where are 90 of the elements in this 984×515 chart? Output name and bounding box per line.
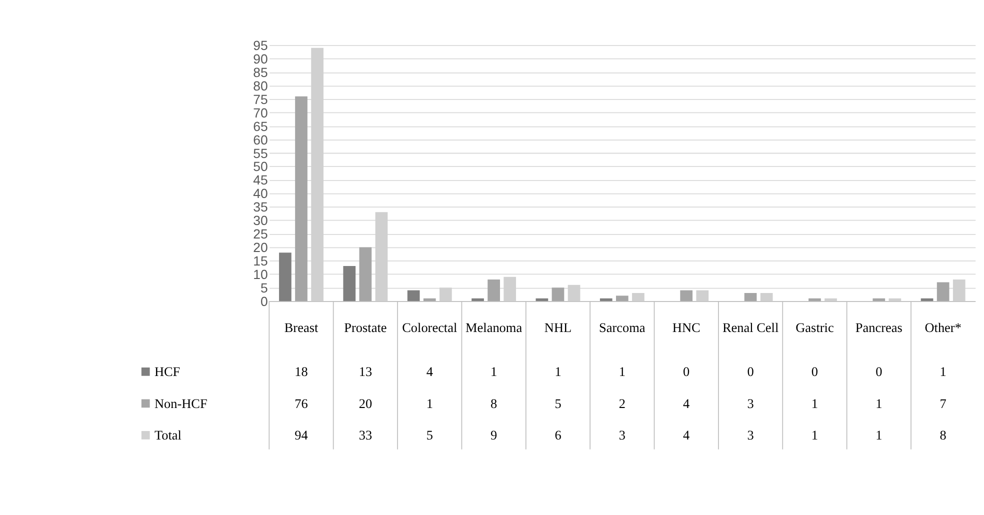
data-label: 1 bbox=[811, 428, 818, 443]
data-label: 3 bbox=[618, 428, 626, 443]
y-tick-label: 45 bbox=[253, 172, 268, 188]
data-label: 13 bbox=[358, 364, 372, 380]
x-tick-label: Breast bbox=[284, 320, 318, 335]
bar bbox=[872, 298, 886, 302]
bar bbox=[920, 298, 934, 302]
bar bbox=[472, 298, 484, 302]
bar bbox=[696, 290, 709, 302]
bar bbox=[680, 290, 693, 302]
y-tick-label: 55 bbox=[253, 146, 268, 161]
y-tick-label: 30 bbox=[253, 213, 268, 228]
data-label: 1 bbox=[876, 428, 882, 443]
data-label: 4 bbox=[426, 364, 434, 380]
data-label: 33 bbox=[358, 428, 372, 443]
y-tick-label: 60 bbox=[253, 132, 268, 148]
data-label: 1 bbox=[426, 396, 433, 411]
x-tick-label: Other* bbox=[924, 320, 962, 335]
data-label: 0 bbox=[747, 364, 754, 380]
data-label: 0 bbox=[683, 364, 690, 380]
y-tick-label: 90 bbox=[253, 51, 268, 66]
x-tick-label: Sarcoma bbox=[599, 320, 646, 335]
legend-label: Non-HCF bbox=[154, 396, 208, 411]
legend-label: HCF bbox=[154, 364, 180, 380]
data-label: 4 bbox=[683, 428, 690, 443]
bar bbox=[407, 290, 420, 302]
x-tick-label: Gastric bbox=[796, 320, 834, 335]
bar bbox=[824, 298, 837, 302]
data-label: 1 bbox=[490, 364, 498, 380]
y-tick-label: 25 bbox=[253, 226, 268, 242]
y-tick-label: 80 bbox=[253, 78, 268, 94]
data-label: 8 bbox=[490, 396, 498, 411]
bar bbox=[744, 292, 757, 302]
data-label: 0 bbox=[811, 364, 818, 380]
y-tick-label: 40 bbox=[253, 186, 268, 202]
data-label: 18 bbox=[294, 364, 308, 380]
data-label: 1 bbox=[940, 364, 946, 380]
data-label: 1 bbox=[554, 364, 562, 380]
y-tick-label: 75 bbox=[253, 92, 268, 107]
data-label: 8 bbox=[940, 428, 947, 443]
x-tick-label: Prostate bbox=[344, 320, 387, 335]
data-label: 1 bbox=[618, 364, 626, 380]
bar bbox=[888, 298, 902, 302]
x-tick-label: Pancreas bbox=[855, 320, 902, 335]
bar bbox=[632, 292, 644, 302]
data-label: 3 bbox=[747, 428, 754, 443]
y-tick-label: 0 bbox=[260, 294, 268, 309]
data-label: 4 bbox=[683, 396, 690, 411]
y-tick-label: 15 bbox=[253, 254, 268, 269]
y-tick-label: 85 bbox=[253, 64, 268, 80]
y-tick-label: 70 bbox=[253, 105, 268, 120]
data-label: 76 bbox=[294, 396, 308, 411]
data-label: 5 bbox=[554, 396, 562, 411]
bar bbox=[760, 292, 773, 302]
data-label: 7 bbox=[940, 396, 947, 411]
x-tick-label: Renal Cell bbox=[722, 320, 779, 335]
y-tick-label: 10 bbox=[253, 266, 268, 282]
data-label: 94 bbox=[294, 428, 308, 443]
y-tick-label: 20 bbox=[253, 240, 268, 256]
data-label: 1 bbox=[811, 396, 818, 411]
x-tick-label: NHL bbox=[544, 320, 572, 335]
data-label: 9 bbox=[490, 428, 498, 443]
data-label: 0 bbox=[876, 364, 883, 380]
bar bbox=[343, 266, 356, 302]
x-tick-label: Colorectal bbox=[402, 320, 458, 335]
bar bbox=[808, 298, 821, 302]
y-tick-label: 35 bbox=[253, 200, 268, 215]
bar bbox=[552, 288, 564, 302]
data-label: 20 bbox=[358, 396, 372, 411]
bar bbox=[488, 280, 500, 302]
bar bbox=[423, 298, 436, 302]
data-label: 5 bbox=[426, 428, 434, 443]
bar bbox=[536, 298, 548, 302]
y-tick-label: 65 bbox=[253, 118, 268, 134]
bar bbox=[279, 252, 292, 302]
y-tick-label: 95 bbox=[253, 38, 268, 53]
y-tick-label: 5 bbox=[260, 280, 268, 296]
y-tick-label: 50 bbox=[253, 159, 268, 174]
bar bbox=[359, 247, 372, 302]
x-tick-label: Melanoma bbox=[466, 320, 522, 335]
bar bbox=[936, 282, 950, 302]
bar bbox=[295, 96, 308, 302]
x-tick-label: HNC bbox=[672, 320, 700, 335]
data-label: 6 bbox=[554, 428, 562, 443]
legend-label: Total bbox=[154, 428, 182, 443]
data-label: 2 bbox=[618, 396, 626, 411]
bar bbox=[616, 296, 628, 302]
data-label: 1 bbox=[876, 396, 882, 411]
bar bbox=[600, 298, 612, 302]
data-label: 3 bbox=[747, 396, 754, 411]
